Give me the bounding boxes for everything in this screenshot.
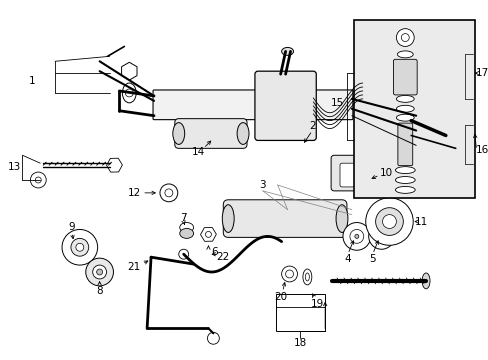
Circle shape — [349, 229, 363, 243]
Ellipse shape — [396, 114, 413, 121]
Ellipse shape — [281, 48, 293, 55]
FancyBboxPatch shape — [223, 200, 346, 237]
Circle shape — [164, 189, 172, 197]
Ellipse shape — [335, 205, 347, 233]
FancyBboxPatch shape — [254, 71, 316, 140]
Text: 5: 5 — [368, 254, 375, 264]
Ellipse shape — [421, 273, 429, 289]
Ellipse shape — [172, 123, 184, 144]
FancyBboxPatch shape — [174, 119, 246, 148]
Circle shape — [93, 265, 106, 279]
Circle shape — [71, 238, 88, 256]
Text: 22: 22 — [216, 252, 229, 262]
Circle shape — [342, 222, 370, 250]
Text: 20: 20 — [274, 292, 286, 302]
Text: 3: 3 — [259, 180, 265, 190]
Circle shape — [379, 234, 383, 238]
FancyBboxPatch shape — [153, 90, 352, 120]
Ellipse shape — [237, 123, 248, 144]
Text: 4: 4 — [344, 254, 350, 264]
Circle shape — [30, 172, 46, 188]
Circle shape — [205, 231, 211, 237]
Text: 10: 10 — [379, 168, 392, 178]
Text: 2: 2 — [308, 121, 315, 131]
Text: 15: 15 — [330, 98, 343, 108]
Bar — [275, 294, 325, 331]
Circle shape — [375, 230, 386, 242]
Circle shape — [375, 208, 403, 235]
Ellipse shape — [395, 176, 414, 184]
Circle shape — [76, 243, 83, 251]
Circle shape — [62, 229, 98, 265]
Circle shape — [125, 89, 133, 97]
Text: 9: 9 — [68, 222, 75, 233]
Ellipse shape — [396, 95, 413, 102]
Circle shape — [207, 332, 219, 344]
Text: 6: 6 — [211, 247, 217, 257]
Text: 14: 14 — [191, 147, 205, 157]
Circle shape — [35, 177, 41, 183]
Circle shape — [97, 269, 102, 275]
Circle shape — [179, 249, 188, 259]
FancyBboxPatch shape — [330, 155, 372, 191]
Ellipse shape — [302, 269, 311, 285]
Text: 8: 8 — [96, 286, 102, 296]
Text: 17: 17 — [475, 68, 488, 78]
Ellipse shape — [222, 205, 234, 233]
Text: 18: 18 — [293, 338, 306, 348]
Circle shape — [365, 198, 412, 245]
Text: 19: 19 — [310, 299, 323, 309]
Circle shape — [401, 33, 408, 41]
Bar — [353, 20, 473, 198]
Circle shape — [85, 258, 113, 286]
Text: 16: 16 — [475, 145, 488, 155]
Circle shape — [285, 270, 293, 278]
Ellipse shape — [180, 229, 193, 238]
FancyBboxPatch shape — [397, 123, 412, 166]
Text: 1: 1 — [29, 76, 36, 86]
FancyBboxPatch shape — [393, 59, 416, 95]
Text: 21: 21 — [127, 262, 141, 272]
Circle shape — [354, 234, 358, 238]
Ellipse shape — [397, 51, 412, 58]
Text: 12: 12 — [127, 188, 141, 198]
Ellipse shape — [122, 83, 136, 103]
Ellipse shape — [395, 167, 414, 174]
Circle shape — [396, 29, 413, 46]
Circle shape — [382, 215, 396, 229]
FancyBboxPatch shape — [339, 163, 363, 187]
Circle shape — [368, 224, 394, 249]
Circle shape — [281, 266, 297, 282]
Ellipse shape — [305, 273, 309, 281]
Ellipse shape — [395, 186, 414, 193]
Text: 11: 11 — [414, 217, 427, 226]
Text: 13: 13 — [8, 162, 21, 172]
Ellipse shape — [396, 105, 413, 112]
Circle shape — [160, 184, 178, 202]
Ellipse shape — [180, 222, 193, 233]
Text: 7: 7 — [180, 213, 186, 222]
